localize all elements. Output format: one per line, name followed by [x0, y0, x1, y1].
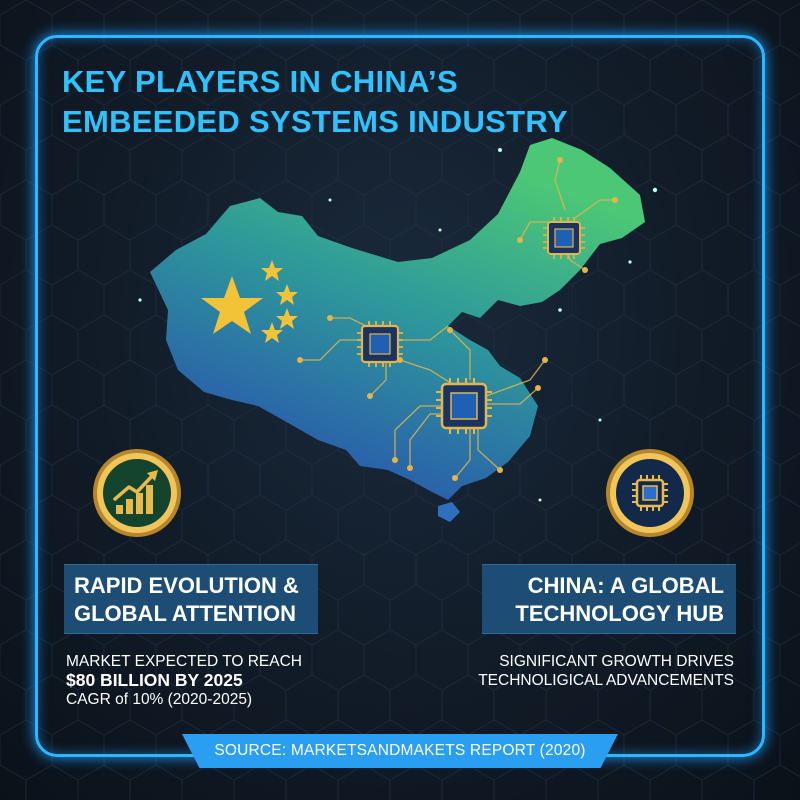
microchip-icon — [606, 449, 694, 537]
flag-stars — [201, 260, 298, 343]
title-line-1: KEY PLAYERS IN CHINA’S — [62, 64, 458, 99]
large-star-icon — [201, 276, 263, 334]
market-value-text: $80 BILLION BY 2025 — [66, 670, 243, 690]
growth-badge — [91, 447, 183, 539]
rapid-evolution-banner: RAPID EVOLUTION & GLOBAL ATTENTION — [64, 564, 318, 634]
tech-hub-banner: CHINA: A GLOBAL TECHNOLOGY HUB — [482, 564, 736, 634]
microchip-icon — [543, 217, 585, 259]
sparkle-dots — [138, 148, 658, 502]
title-line-2: EMBEEDED SYSTEMS INDUSTRY — [62, 104, 568, 139]
small-star-icon — [276, 284, 298, 305]
microchip-icon — [357, 321, 403, 367]
market-forecast-text: MARKET EXPECTED TO REACH — [66, 653, 302, 670]
growth-chart-icon — [93, 449, 181, 537]
heading-line: TECHNOLOGY HUB — [515, 601, 724, 626]
tech-hub-heading: CHINA: A GLOBAL TECHNOLOGY HUB — [482, 565, 736, 628]
page-title: KEY PLAYERS IN CHINA’S EMBEEDED SYSTEMS … — [62, 62, 568, 142]
circuit-nodes — [297, 157, 618, 481]
small-star-icon — [276, 308, 298, 329]
heading-line: RAPID EVOLUTION & — [74, 573, 299, 598]
microchip-icon — [436, 378, 492, 434]
tech-hub-description: SIGNIFICANT GROWTH DRIVES TECHNOLIGICAL … — [478, 652, 734, 690]
small-star-icon — [261, 322, 283, 343]
rapid-evolution-heading: RAPID EVOLUTION & GLOBAL ATTENTION — [64, 565, 318, 628]
market-stats: MARKET EXPECTED TO REACH $80 BILLION BY … — [66, 652, 302, 709]
china-outline — [150, 138, 645, 500]
heading-line: GLOBAL ATTENTION — [74, 601, 297, 626]
source-text: SOURCE: MARKETSANDMAKETS REPORT (2020) — [214, 742, 586, 759]
tech-hub-badge — [604, 447, 696, 539]
description-line: SIGNIFICANT GROWTH DRIVES — [499, 653, 734, 670]
heading-line: CHINA: A GLOBAL — [527, 573, 724, 598]
source-ribbon: SOURCE: MARKETSANDMAKETS REPORT (2020) — [182, 734, 618, 768]
small-star-icon — [261, 260, 283, 281]
cagr-text: CAGR of 10% (2020-2025) — [66, 691, 253, 708]
hainan-island — [438, 502, 460, 522]
description-line: TECHNOLIGICAL ADVANCEMENTS — [478, 672, 734, 689]
